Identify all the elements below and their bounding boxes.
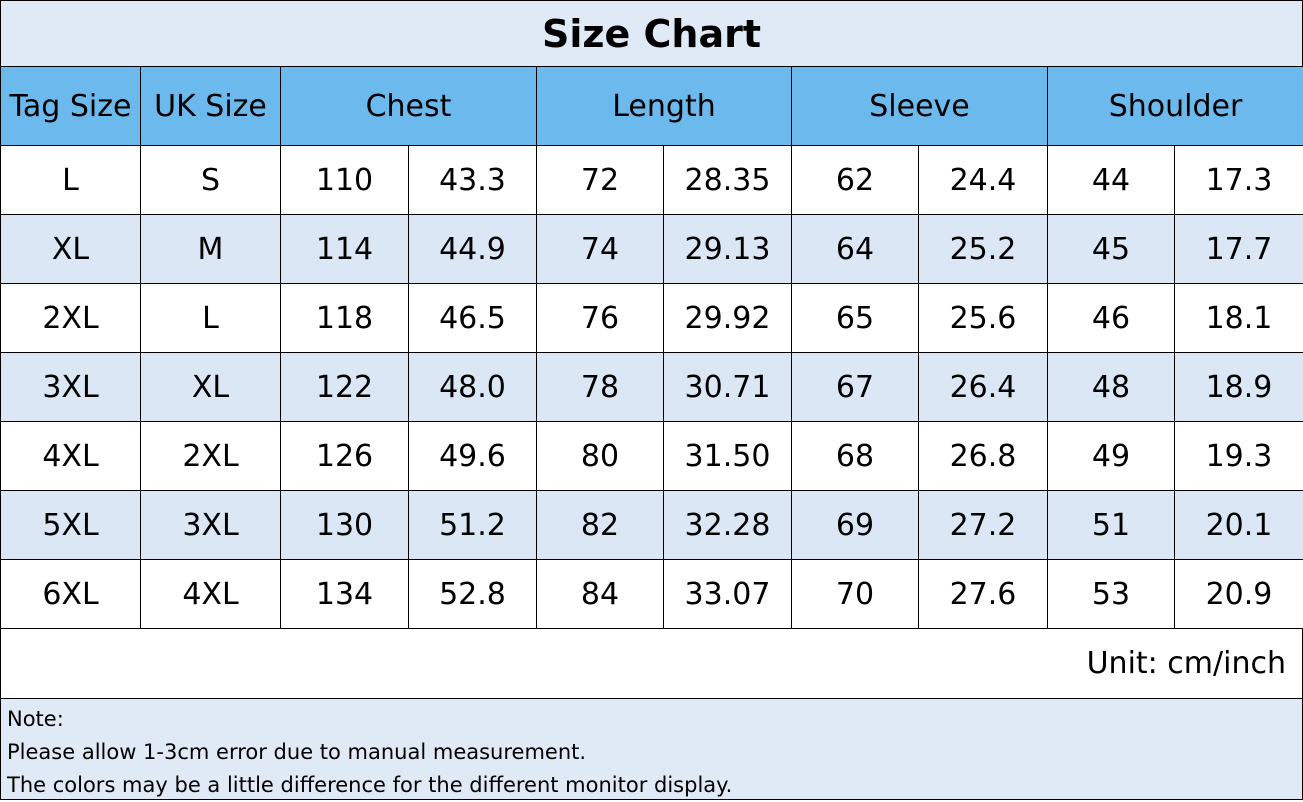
table-cell: 44.9 [408,214,537,284]
table-cell: 69 [791,490,919,560]
table-cell: 30.71 [663,352,792,422]
table-cell: 20.9 [1174,559,1303,629]
table-cell: 17.3 [1174,145,1303,215]
table-cell: L [0,145,141,215]
header-cell: Shoulder [1047,66,1303,146]
table-title: Size Chart [0,0,1303,67]
table-cell: 74 [536,214,664,284]
table-cell: 122 [280,352,409,422]
table-cell: 3XL [0,352,141,422]
table-cell: 29.92 [663,283,792,353]
table-cell: 27.2 [918,490,1048,560]
table-cell: L [140,283,281,353]
header-cell: Tag Size [0,66,141,146]
table-cell: 52.8 [408,559,537,629]
unit-label: Unit: cm/inch [0,628,1303,699]
table-cell: 28.35 [663,145,792,215]
table-cell: 82 [536,490,664,560]
table-cell: 18.9 [1174,352,1303,422]
table-cell: XL [0,214,141,284]
table-cell: 4XL [140,559,281,629]
table-cell: 32.28 [663,490,792,560]
table-cell: 51.2 [408,490,537,560]
table-cell: 26.4 [918,352,1048,422]
table-cell: 44 [1047,145,1175,215]
table-cell: 114 [280,214,409,284]
table-cell: 49 [1047,421,1175,491]
table-cell: S [140,145,281,215]
table-cell: 110 [280,145,409,215]
table-cell: 70 [791,559,919,629]
table-cell: 80 [536,421,664,491]
note-box: Note: Please allow 1-3cm error due to man… [0,698,1303,800]
table-cell: 51 [1047,490,1175,560]
table-cell: 48.0 [408,352,537,422]
table-cell: 4XL [0,421,141,491]
table-cell: 33.07 [663,559,792,629]
table-cell: 29.13 [663,214,792,284]
table-cell: 46.5 [408,283,537,353]
header-cell: UK Size [140,66,281,146]
table-cell: XL [140,352,281,422]
table-cell: 2XL [140,421,281,491]
table-cell: 26.8 [918,421,1048,491]
table-cell: 17.7 [1174,214,1303,284]
table-cell: 19.3 [1174,421,1303,491]
table-cell: 46 [1047,283,1175,353]
table-cell: 3XL [140,490,281,560]
table-cell: 49.6 [408,421,537,491]
table-cell: 72 [536,145,664,215]
table-cell: 62 [791,145,919,215]
table-cell: 31.50 [663,421,792,491]
table-cell: 67 [791,352,919,422]
table-cell: 126 [280,421,409,491]
table-cell: 65 [791,283,919,353]
note-heading: Note: [7,707,64,731]
table-cell: 118 [280,283,409,353]
table-cell: 76 [536,283,664,353]
table-cell: 20.1 [1174,490,1303,560]
table-cell: 25.6 [918,283,1048,353]
table-cell: 25.2 [918,214,1048,284]
header-cell: Length [536,66,792,146]
table-cell: 134 [280,559,409,629]
header-cell: Sleeve [791,66,1048,146]
table-cell: 5XL [0,490,141,560]
table-cell: M [140,214,281,284]
table-cell: 64 [791,214,919,284]
table-cell: 84 [536,559,664,629]
table-cell: 78 [536,352,664,422]
table-cell: 27.6 [918,559,1048,629]
table-cell: 53 [1047,559,1175,629]
note-line: Please allow 1-3cm error due to manual m… [7,740,587,764]
table-cell: 18.1 [1174,283,1303,353]
table-cell: 43.3 [408,145,537,215]
table-cell: 2XL [0,283,141,353]
table-cell: 24.4 [918,145,1048,215]
table-cell: 68 [791,421,919,491]
table-cell: 48 [1047,352,1175,422]
table-cell: 6XL [0,559,141,629]
note-line: The colors may be a little difference fo… [7,773,733,797]
table-cell: 130 [280,490,409,560]
header-cell: Chest [280,66,537,146]
table-cell: 45 [1047,214,1175,284]
